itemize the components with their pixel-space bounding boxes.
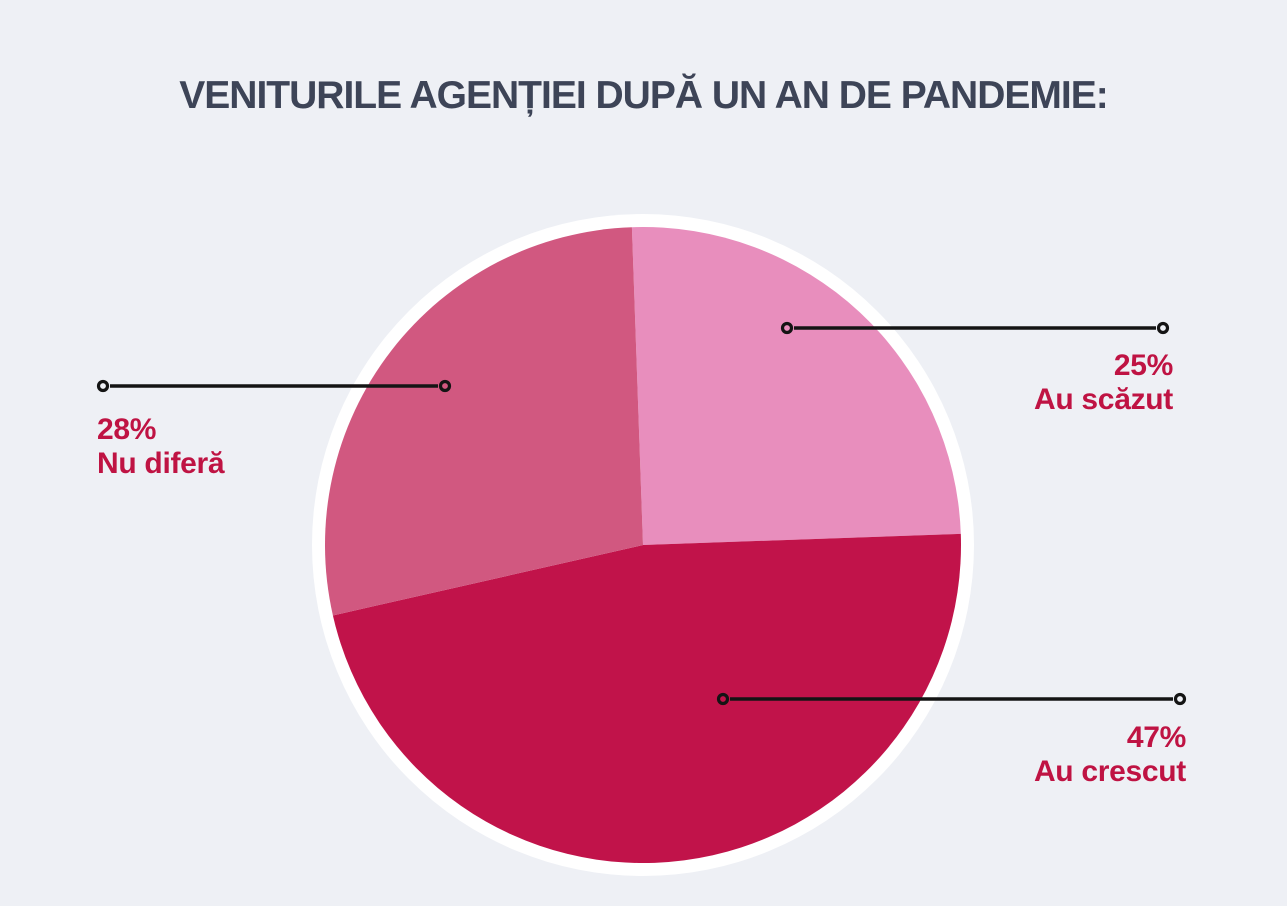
pie-slice-au-sc-zut [631, 226, 961, 545]
chart-title: VENITURILE AGENȚIEI DUPĂ UN AN DE PANDEM… [179, 74, 1108, 117]
category-au-crescut: Au crescut [1033, 755, 1186, 788]
pie-slice-nu-difer- [324, 227, 643, 616]
leader-dot-nu-difera-outer [96, 379, 110, 393]
leader-dot-au-scazut-outer [1156, 321, 1170, 335]
callout-label-au-scazut: 25% Au scăzut [1034, 349, 1173, 417]
callout-label-nu-difera: 28% Nu diferă [97, 413, 225, 481]
category-au-scazut: Au scăzut [1034, 383, 1173, 416]
leader-dot-au-crescut-inner [716, 692, 730, 706]
callout-label-au-crescut: 47% Au crescut [1034, 721, 1186, 789]
leader-dot-au-crescut-outer [1173, 692, 1187, 706]
pct-value-au-scazut: 25% [1113, 349, 1173, 382]
category-nu-difera: Nu diferă [97, 447, 225, 480]
pie-slice-au-crescut [332, 533, 962, 864]
leader-dot-nu-difera-inner [438, 379, 452, 393]
pct-value-nu-difera: 28% [97, 413, 157, 446]
leader-dot-au-scazut-inner [780, 321, 794, 335]
pct-value-au-crescut: 47% [1126, 721, 1186, 754]
